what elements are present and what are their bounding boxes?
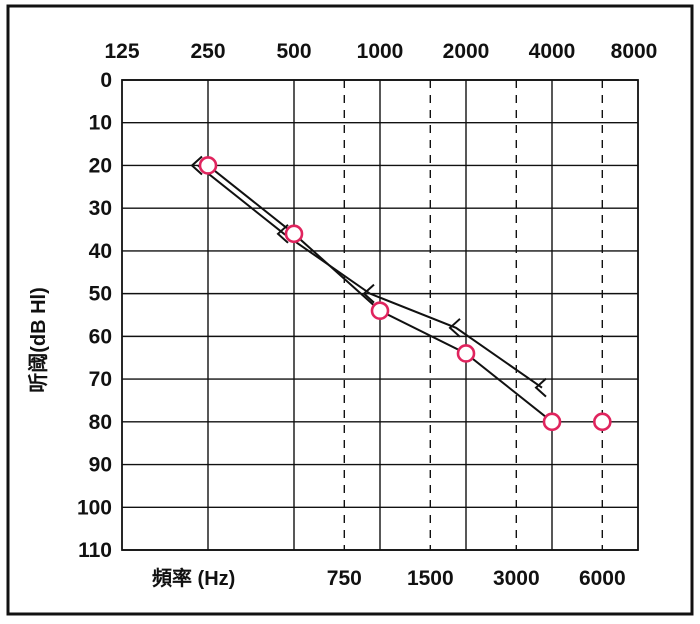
y-axis-label: 听阈(dB Hl): [26, 287, 50, 393]
y-tick-label: 0: [100, 69, 112, 92]
data-point-bracket: [534, 377, 547, 398]
series-layer: [190, 155, 612, 432]
y-tick-label: 50: [89, 283, 112, 306]
bottom-tick-label: 750: [327, 567, 362, 590]
top-tick-label: 8000: [611, 40, 658, 63]
top-tick-labels: 125 250 500 1000 2000 4000 8000: [104, 40, 657, 63]
y-tick-label: 70: [89, 368, 112, 391]
top-tick-label: 1000: [357, 40, 404, 63]
series-line-bracket: [197, 164, 543, 389]
data-point-circle: [456, 344, 476, 363]
data-point-bracket: [190, 155, 203, 176]
data-point-circle: [198, 156, 218, 175]
y-tick-label: 80: [89, 411, 112, 434]
y-tick-label: 40: [89, 240, 112, 263]
y-tick-label: 110: [78, 539, 112, 562]
y-tick-label: 20: [89, 154, 112, 177]
data-point-bracket: [276, 224, 289, 244]
top-tick-label: 250: [190, 40, 225, 63]
top-tick-label: 500: [276, 40, 311, 63]
y-tick-label: 100: [77, 496, 112, 519]
data-point-bracket: [362, 283, 375, 304]
bottom-tick-label: 6000: [579, 567, 626, 590]
plot-area: [121, 79, 639, 551]
data-point-circle: [542, 412, 562, 432]
top-tick-label: 2000: [443, 40, 490, 63]
data-point-circle: [593, 412, 612, 432]
y-tick-label: 10: [89, 112, 112, 135]
data-point-bracket: [448, 318, 461, 338]
y-tick-labels: 0 10 20 30 40 50 60 70 80 90 100 110: [77, 69, 112, 562]
y-tick-label: 60: [89, 325, 112, 348]
top-tick-label: 125: [104, 40, 139, 63]
y-tick-label: 30: [89, 197, 112, 220]
chart-frame: [6, 4, 694, 616]
bottom-tick-label: 3000: [493, 567, 540, 590]
bottom-tick-label: 1500: [407, 567, 454, 590]
data-point-circle: [370, 301, 390, 321]
top-tick-label: 4000: [529, 40, 576, 63]
x-axis-label: 頻率 (Hz): [152, 566, 235, 590]
data-point-circle: [284, 224, 304, 244]
bottom-tick-labels: 750 1500 3000 6000: [327, 567, 626, 590]
y-tick-label: 90: [89, 454, 112, 477]
